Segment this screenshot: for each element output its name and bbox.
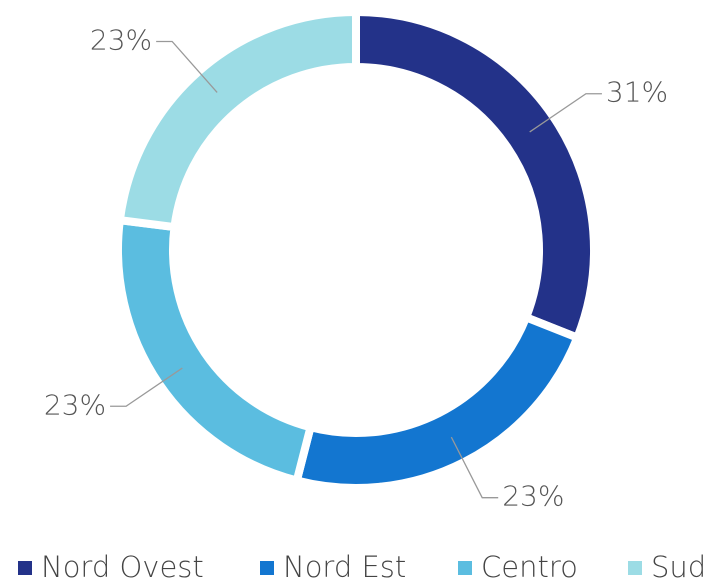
legend-label: Centro bbox=[481, 550, 578, 583]
leader-line bbox=[110, 367, 183, 407]
donut-segment bbox=[115, 7, 360, 232]
data-label: 31% bbox=[606, 76, 668, 109]
data-label: 23% bbox=[90, 23, 152, 56]
leader-line bbox=[156, 40, 218, 93]
legend-swatch bbox=[260, 561, 274, 575]
legend-swatch bbox=[458, 561, 472, 575]
legend-swatch bbox=[628, 561, 642, 575]
donut-segment bbox=[352, 7, 598, 343]
legend-label: Nord Ovest bbox=[41, 550, 204, 583]
donut-segment bbox=[291, 312, 583, 492]
legend-swatch bbox=[18, 561, 32, 575]
donut-segment bbox=[114, 215, 316, 486]
data-label: 23% bbox=[44, 388, 106, 421]
legend-label: Sud bbox=[651, 550, 706, 583]
leader-line bbox=[529, 93, 602, 133]
legend-label: Nord Est bbox=[283, 550, 406, 583]
leader-line bbox=[450, 436, 499, 499]
data-label: 23% bbox=[502, 480, 564, 513]
